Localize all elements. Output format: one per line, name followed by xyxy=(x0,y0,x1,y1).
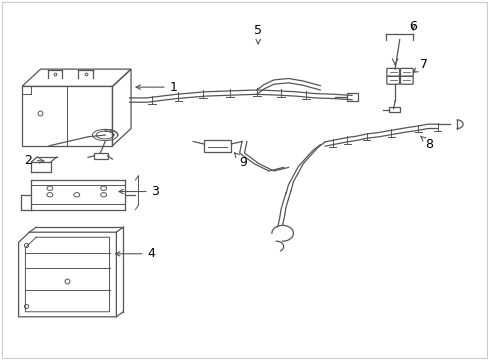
Text: 3: 3 xyxy=(119,185,159,198)
Text: 1: 1 xyxy=(136,81,177,94)
Text: 9: 9 xyxy=(234,153,247,169)
Text: 5: 5 xyxy=(254,24,262,44)
Text: 6: 6 xyxy=(408,21,416,33)
Text: 8: 8 xyxy=(420,136,432,150)
Text: 2: 2 xyxy=(24,154,44,167)
Text: 7: 7 xyxy=(412,58,427,72)
Text: 4: 4 xyxy=(115,247,155,260)
